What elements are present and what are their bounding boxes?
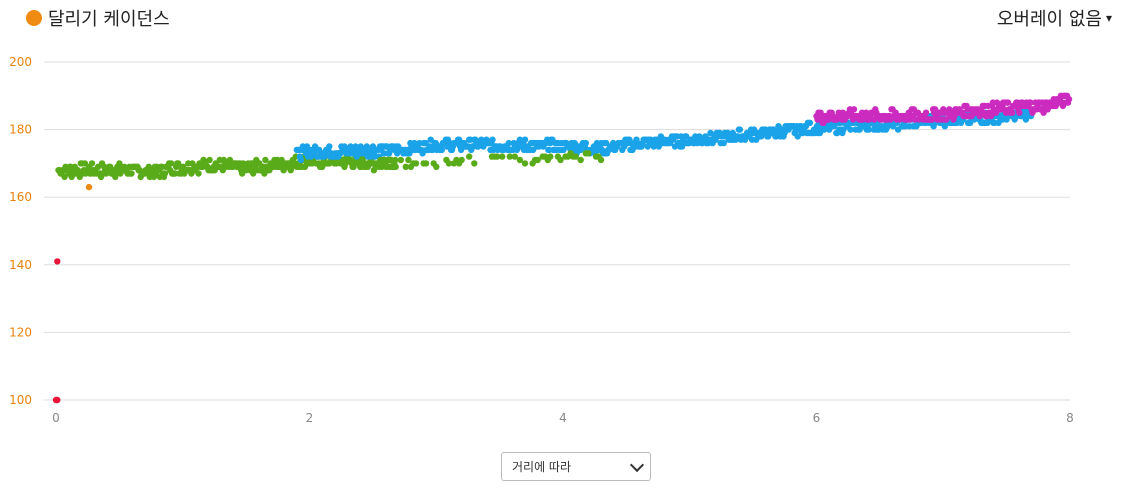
data-point: [1004, 99, 1012, 106]
data-point: [471, 160, 478, 167]
chevron-down-icon: [629, 457, 645, 472]
x-axis-ticks: 0 2 4 6 8: [52, 411, 1074, 425]
chart-header: 달리기 케이던스 오버레이 없음 ▾: [0, 0, 1128, 36]
x-tick-label: 0: [52, 411, 60, 425]
data-point: [128, 170, 135, 177]
data-point: [392, 156, 399, 164]
data-point: [112, 173, 119, 181]
data-point: [167, 160, 175, 167]
data-point: [1016, 109, 1023, 116]
data-point: [557, 156, 564, 164]
data-point: [736, 126, 744, 133]
data-point: [582, 139, 589, 147]
data-point: [88, 160, 96, 167]
data-point: [297, 156, 305, 164]
chart-title-text: 달리기 케이던스: [48, 9, 170, 30]
x-tick-label: 2: [306, 411, 314, 425]
data-point: [85, 183, 93, 191]
chart-grid: [44, 61, 1070, 401]
y-axis-ticks: 100 120 140 160 180 200: [9, 55, 32, 407]
data-point: [433, 163, 440, 170]
data-point: [489, 136, 496, 143]
data-point: [392, 163, 399, 170]
data-point: [516, 156, 524, 164]
data-point: [326, 143, 333, 150]
data-point: [534, 156, 541, 164]
data-point: [116, 160, 123, 167]
data-point: [438, 146, 445, 154]
data-point: [458, 156, 465, 164]
data-point: [505, 139, 512, 147]
data-point: [363, 143, 370, 150]
data-point: [359, 156, 366, 164]
data-point: [511, 153, 518, 160]
data-point: [262, 156, 269, 164]
data-point: [720, 139, 727, 147]
y-tick-label: 120: [9, 325, 32, 339]
data-point: [422, 160, 430, 167]
x-tick-label: 8: [1066, 411, 1074, 425]
data-point: [397, 156, 404, 164]
data-point: [357, 163, 364, 170]
data-point: [521, 136, 529, 143]
data-point: [547, 153, 554, 160]
overlay-dropdown[interactable]: 오버레이 없음 ▾: [997, 5, 1112, 31]
data-point: [597, 156, 605, 164]
data-point: [412, 160, 420, 167]
data-point: [922, 109, 930, 116]
data-point: [493, 153, 501, 160]
data-point: [506, 153, 513, 160]
data-point: [521, 160, 529, 167]
data-point: [405, 156, 412, 164]
y-tick-label: 100: [9, 393, 32, 407]
data-point: [54, 396, 61, 404]
y-tick-label: 160: [9, 190, 32, 204]
y-tick-label: 180: [9, 123, 32, 137]
data-point: [499, 153, 506, 160]
data-point: [54, 258, 61, 265]
data-point: [806, 119, 814, 127]
chart-title: 달리기 케이던스: [26, 5, 170, 31]
cadence-scatter-chart: 100 120 140 160 180 200 0 2 4 6 8: [9, 55, 1074, 425]
data-point: [1009, 109, 1016, 116]
data-point: [206, 156, 213, 164]
y-tick-label: 140: [9, 258, 32, 272]
y-tick-label: 200: [9, 55, 32, 69]
data-point: [577, 156, 584, 164]
data-point: [847, 126, 854, 133]
data-point: [850, 106, 858, 113]
data-point: [585, 150, 592, 157]
x-axis-mode-value: 거리에 따라: [512, 460, 572, 474]
data-point: [364, 163, 371, 170]
data-point: [865, 126, 872, 133]
data-point: [1065, 96, 1073, 103]
x-axis-mode-select[interactable]: 거리에 따라: [501, 452, 651, 481]
x-tick-label: 6: [813, 411, 821, 425]
data-point: [1027, 99, 1034, 106]
data-point: [572, 153, 579, 160]
caret-down-icon: ▾: [1105, 11, 1112, 25]
data-point: [387, 156, 394, 164]
legend-dot-icon: [26, 10, 42, 26]
data-point: [445, 160, 453, 167]
data-point: [195, 170, 202, 177]
x-tick-label: 4: [559, 411, 567, 425]
overlay-label: 오버레이 없음: [996, 9, 1102, 30]
data-points: [52, 92, 1073, 404]
data-point: [402, 163, 409, 170]
data-point: [161, 170, 169, 177]
data-point: [466, 153, 473, 160]
